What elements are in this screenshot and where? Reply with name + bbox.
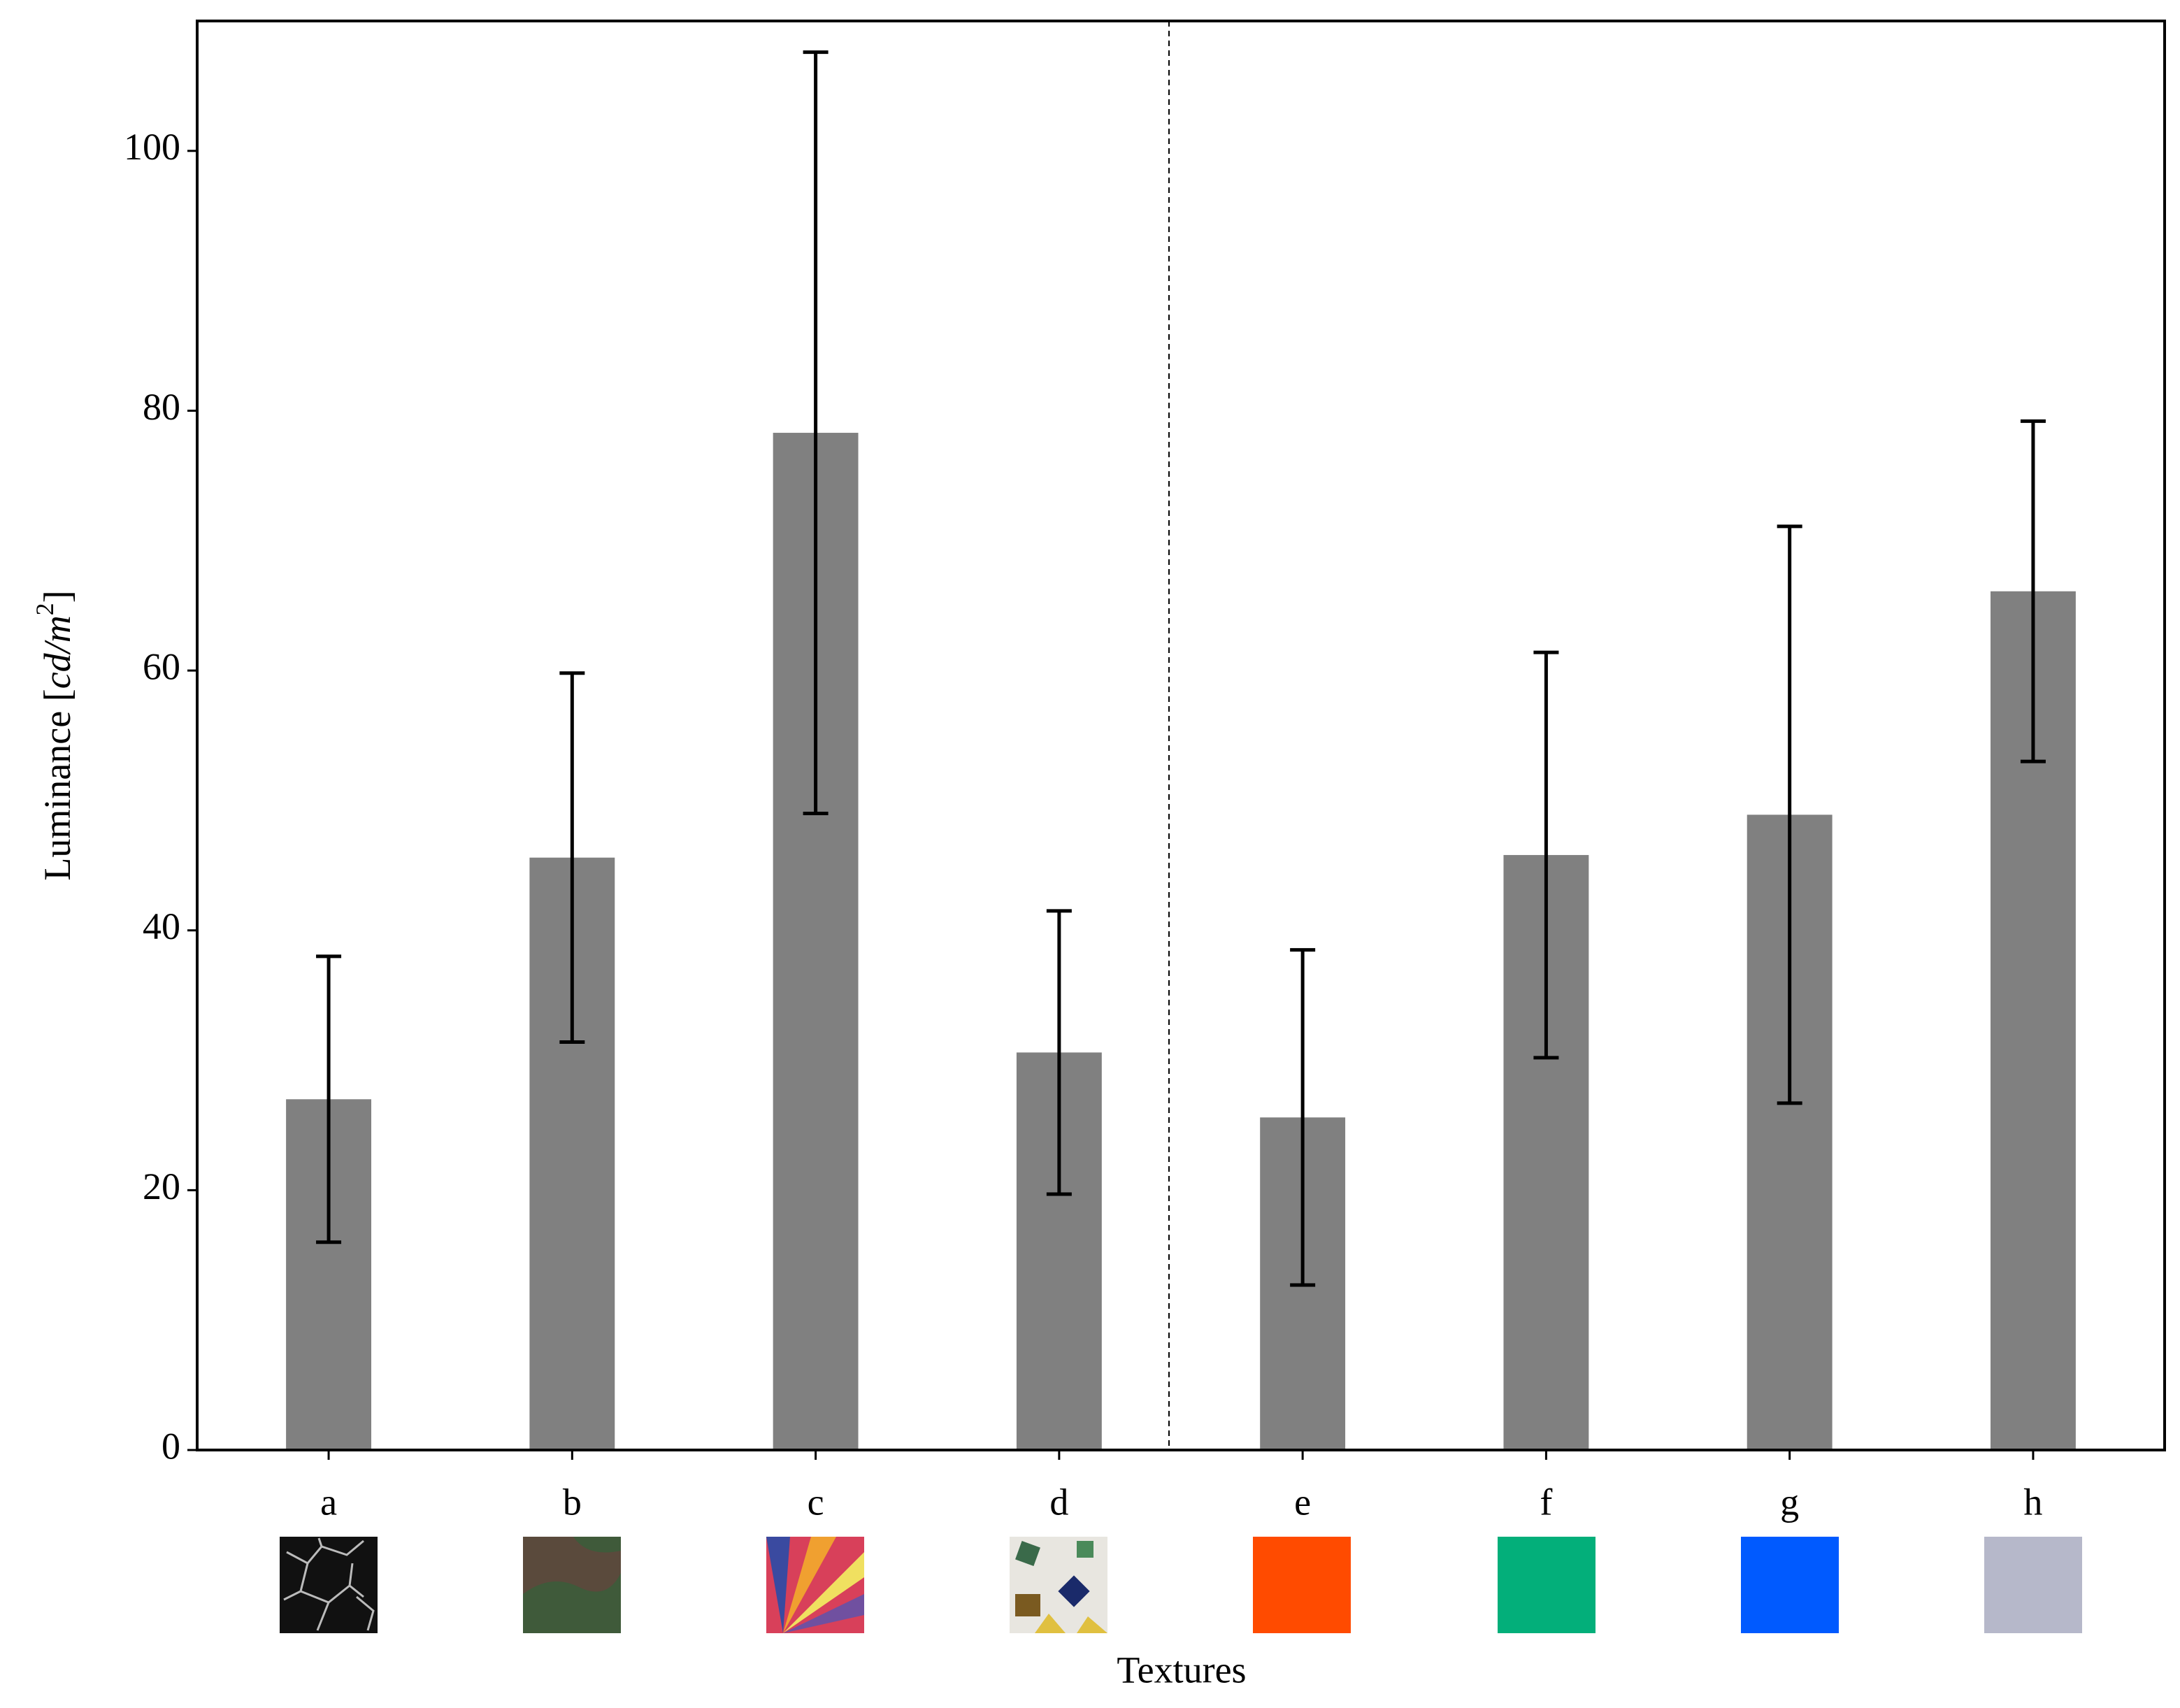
x-axis-label: Textures [1117,1649,1246,1691]
y-tick-label: 40 [143,905,180,947]
x-tick-label: h [2023,1481,2042,1523]
x-tick-label: b [563,1481,582,1523]
y-tick-label: 80 [143,386,180,428]
plot-frame [196,20,2166,1451]
thumbnail-h [1984,1537,2082,1633]
thumbnail-d-tile [1035,1614,1107,1633]
thumbnail-c-ray [783,1537,836,1633]
y-axis-label: Luminance [cd/m2] [31,590,78,880]
y-axis-label-part: ] [36,590,78,603]
thumbnail-d-tile [1058,1575,1090,1607]
error-bar [1290,948,1316,1287]
thumbnail-d-tile [1015,1541,1040,1566]
error-bar [1046,909,1072,1196]
x-tick-label: c [808,1481,824,1523]
error-bar [1777,524,1802,1105]
error-bar [1533,650,1559,1060]
error-bar [2020,419,2046,763]
thumbnail-d-tile [1077,1541,1093,1558]
x-tick-label: a [320,1481,337,1523]
y-tick-label: 0 [162,1425,180,1467]
x-tick-label: d [1049,1481,1068,1523]
y-axis-label-part: cd/m [36,615,78,689]
error-bar [803,50,829,815]
texture-thumbnails [280,1537,2082,1633]
thumbnail-c-ray [783,1552,864,1633]
thumbnail-b-patches [523,1537,621,1633]
thumbnail-g [1741,1537,1839,1633]
thumbnail-a [280,1537,378,1633]
x-tick-label: f [1540,1481,1552,1523]
thumbnail-e [1253,1537,1351,1633]
y-axis-label-part: 2 [31,603,59,615]
y-tick-label: 60 [143,645,180,687]
y-tick-label: 100 [124,126,180,168]
x-tick-label: g [1780,1481,1799,1523]
error-bar [316,954,342,1244]
y-tick-label: 20 [143,1165,180,1207]
thumbnail-c-ray [783,1594,864,1633]
x-tick-label: e [1294,1481,1311,1523]
thumbnail-a-cracks [283,1537,375,1631]
thumbnail-f [1498,1537,1595,1633]
error-bar [559,671,585,1045]
thumbnail-c-ray [766,1537,790,1633]
y-axis-label-part: Luminance [ [36,689,78,880]
thumbnail-d-tile [1015,1594,1040,1616]
